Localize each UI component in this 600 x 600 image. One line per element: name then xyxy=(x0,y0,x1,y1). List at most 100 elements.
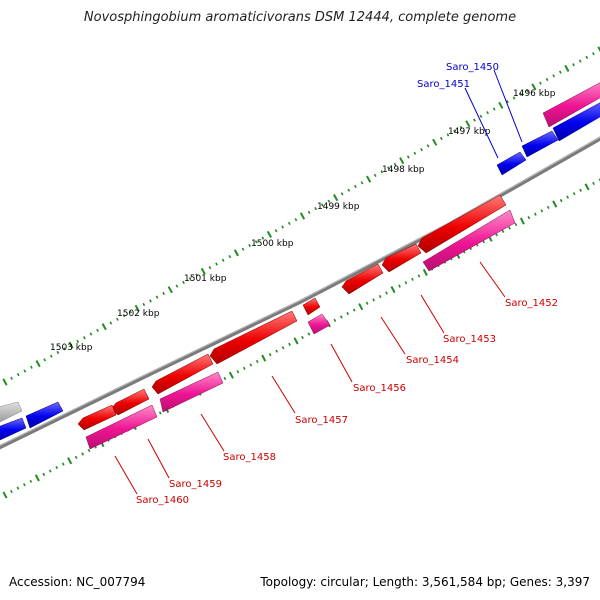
genome-summary-text: Topology: circular; Length: 3,561,584 bp… xyxy=(260,575,590,589)
forward-genes xyxy=(0,80,600,441)
minor-tick xyxy=(87,448,91,453)
minor-tick xyxy=(420,147,423,152)
major-tick xyxy=(399,157,405,165)
minor-tick xyxy=(446,133,450,137)
gene-label-saro-1457[interactable]: Saro_1457 xyxy=(295,415,348,426)
gene-feature-pink[interactable] xyxy=(307,313,331,335)
minor-tick xyxy=(149,299,152,303)
minor-tick xyxy=(327,199,331,203)
minor-tick xyxy=(495,233,498,237)
gene-label-saro-1453[interactable]: Saro_1453 xyxy=(443,334,496,345)
gene-feature-pink[interactable] xyxy=(85,404,158,450)
minor-tick xyxy=(254,240,258,244)
minor-tick xyxy=(82,336,86,340)
minor-tick xyxy=(585,55,589,60)
minor-tick xyxy=(578,59,582,63)
major-tick xyxy=(228,371,234,379)
minor-tick xyxy=(525,88,529,93)
minor-tick xyxy=(43,358,47,362)
minor-tick xyxy=(122,313,126,318)
leader-saro-1459 xyxy=(147,438,170,479)
minor-tick xyxy=(333,318,337,322)
gene-feature-red[interactable] xyxy=(151,353,214,395)
minor-tick xyxy=(49,354,53,358)
gene-saro-1451-feature[interactable] xyxy=(496,151,527,176)
minor-tick xyxy=(76,339,80,344)
minor-tick xyxy=(385,291,388,295)
major-tick xyxy=(134,304,140,312)
gene-saro-1454-feature[interactable] xyxy=(341,263,384,295)
leader-saro-1457 xyxy=(271,375,296,414)
minor-tick xyxy=(360,181,364,185)
minor-tick xyxy=(387,166,390,170)
major-tick xyxy=(564,64,570,72)
gene-saro-1456-feature[interactable] xyxy=(302,297,321,316)
gene-label-saro-1450[interactable]: Saro_1450 xyxy=(446,62,499,73)
minor-tick xyxy=(393,162,397,166)
gene-label-saro-1451[interactable]: Saro_1451 xyxy=(417,79,470,90)
minor-tick xyxy=(142,302,146,307)
gene-saro-1460-feature[interactable] xyxy=(77,404,117,431)
gene-feature-pink[interactable] xyxy=(542,80,600,128)
leader-saro-1454 xyxy=(380,316,406,355)
gene-saro-1452-feature[interactable] xyxy=(417,194,507,254)
leader-saro-1452 xyxy=(479,261,506,298)
gene-feature-gray[interactable] xyxy=(0,401,23,423)
minor-tick xyxy=(572,192,576,196)
gene-label-saro-1456[interactable]: Saro_1456 xyxy=(353,383,406,394)
gene-saro-1450-feature[interactable] xyxy=(521,130,559,158)
gene-label-saro-1459[interactable]: Saro_1459 xyxy=(169,479,222,490)
genome-backbone-highlight xyxy=(0,136,600,447)
minor-tick xyxy=(527,216,531,220)
gene-leader-lines xyxy=(114,69,523,495)
minor-tick xyxy=(559,198,563,203)
minor-tick xyxy=(261,236,265,240)
minor-tick xyxy=(158,411,162,415)
gene-label-saro-1458[interactable]: Saro_1458 xyxy=(223,452,276,463)
minor-tick xyxy=(268,353,272,357)
minor-tick xyxy=(592,52,595,56)
major-tick xyxy=(167,286,173,294)
minor-tick xyxy=(248,243,251,248)
minor-tick xyxy=(404,281,408,285)
minor-tick xyxy=(592,181,595,186)
gene-saro-1457-feature[interactable] xyxy=(209,310,298,365)
gene-label-saro-1460[interactable]: Saro_1460 xyxy=(136,495,189,506)
reverse-genes xyxy=(77,194,516,450)
gene-saro-1458-feature[interactable] xyxy=(159,371,224,413)
gene-feature-red[interactable] xyxy=(381,243,422,273)
minor-tick xyxy=(426,144,430,148)
major-tick xyxy=(366,175,372,183)
minor-tick xyxy=(406,155,410,159)
major-tick xyxy=(498,101,504,109)
minor-tick xyxy=(155,295,159,299)
minor-tick xyxy=(539,81,542,85)
minor-tick xyxy=(275,349,279,353)
minor-tick xyxy=(55,466,59,470)
minor-tick xyxy=(10,489,13,494)
minor-tick xyxy=(281,225,285,229)
gene-saro-1453-feature[interactable] xyxy=(422,209,516,272)
minor-tick xyxy=(492,107,496,111)
gene-feature-blue[interactable] xyxy=(25,401,64,429)
minor-tick xyxy=(42,472,46,477)
gene-feature-blue[interactable] xyxy=(0,417,27,441)
gene-label-saro-1452[interactable]: Saro_1452 xyxy=(505,298,558,309)
leader-saro-1453 xyxy=(420,294,445,334)
minor-tick xyxy=(566,195,570,199)
minor-tick xyxy=(109,321,113,325)
minor-tick xyxy=(411,277,414,281)
minor-tick xyxy=(249,363,253,367)
major-tick xyxy=(34,474,40,482)
scale-label-1496: 1496 kbp xyxy=(513,89,556,99)
minor-tick xyxy=(545,77,549,82)
gene-label-saro-1454[interactable]: Saro_1454 xyxy=(406,355,459,366)
major-tick xyxy=(519,217,525,225)
major-tick xyxy=(584,183,590,191)
major-tick xyxy=(266,230,272,238)
map-title: Novosphingobium aromaticivorans DSM 1244… xyxy=(83,10,517,25)
minor-tick xyxy=(339,315,343,319)
gene-feature-blue[interactable] xyxy=(552,100,600,142)
scale-label-1501: 1501 kbp xyxy=(184,274,227,284)
major-tick xyxy=(552,200,558,208)
